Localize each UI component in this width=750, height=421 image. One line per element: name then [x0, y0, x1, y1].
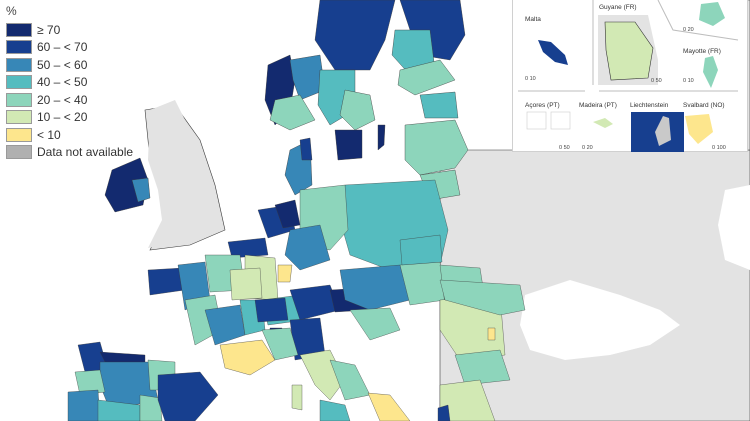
legend-row: 60 – < 70 [6, 39, 146, 57]
legend-label: < 10 [37, 127, 61, 142]
legend-row: Data not available [6, 144, 146, 162]
legend-title: % [6, 4, 17, 18]
legend-row: 10 – < 20 [6, 109, 146, 127]
inset-label-svalbard: Svalbard (NO) [683, 102, 725, 109]
legend-label: 20 – < 40 [37, 92, 88, 107]
scale-guyane: 0 50 [651, 78, 662, 84]
legend-row: 50 – < 60 [6, 56, 146, 74]
inset-label-liechtenstein: Liechtenstein [630, 102, 669, 109]
legend-row: ≥ 70 [6, 21, 146, 39]
inset-label-guyane: Guyane (FR) [599, 4, 637, 11]
legend-row: < 10 [6, 126, 146, 144]
scale-reunion: 0 20 [683, 27, 694, 33]
inset-maps-panel: Malta Guyane (FR) Mayotte (FR) Açores (P… [512, 0, 748, 152]
italy-balkans [291, 279, 526, 421]
scandinavia [264, 0, 469, 201]
inset-label-malta: Malta [525, 16, 541, 23]
legend-label: 40 – < 50 [37, 75, 88, 90]
legend-swatch [6, 75, 32, 90]
iberia [67, 341, 219, 421]
legend-row: 20 – < 40 [6, 91, 146, 109]
united-kingdom [148, 100, 220, 248]
scale-acores: 0 50 [559, 145, 570, 151]
central-west [147, 179, 486, 376]
caspian-shape [718, 185, 750, 270]
legend-swatch [6, 22, 32, 37]
scale-malta: 0 10 [525, 76, 536, 82]
legend-swatch [6, 110, 32, 125]
west-north [104, 137, 313, 213]
legend-row: 40 – < 50 [6, 74, 146, 92]
legend-label: ≥ 70 [37, 22, 61, 37]
black-sea [520, 280, 680, 360]
scale-svalbard: 0 100 [712, 145, 726, 151]
scale-mayotte: 0 10 [683, 78, 694, 84]
legend-swatch [6, 57, 32, 72]
legend-label: 60 – < 70 [37, 40, 88, 55]
legend-swatch [6, 145, 32, 160]
inset-label-mayotte: Mayotte (FR) [683, 48, 721, 55]
legend: % ≥ 70 60 – < 70 50 – < 60 40 – < 50 20 … [6, 4, 146, 161]
legend-label: 50 – < 60 [37, 57, 88, 72]
legend-label: 10 – < 20 [37, 110, 88, 125]
legend-label: Data not available [37, 145, 134, 160]
legend-swatch [6, 127, 32, 142]
scale-madeira: 0 20 [582, 145, 593, 151]
inset-label-acores: Açores (PT) [525, 102, 560, 109]
inset-shapes [518, 0, 739, 152]
legend-swatch [6, 92, 32, 107]
inset-label-madeira: Madeira (PT) [579, 102, 617, 109]
legend-swatch [6, 40, 32, 55]
